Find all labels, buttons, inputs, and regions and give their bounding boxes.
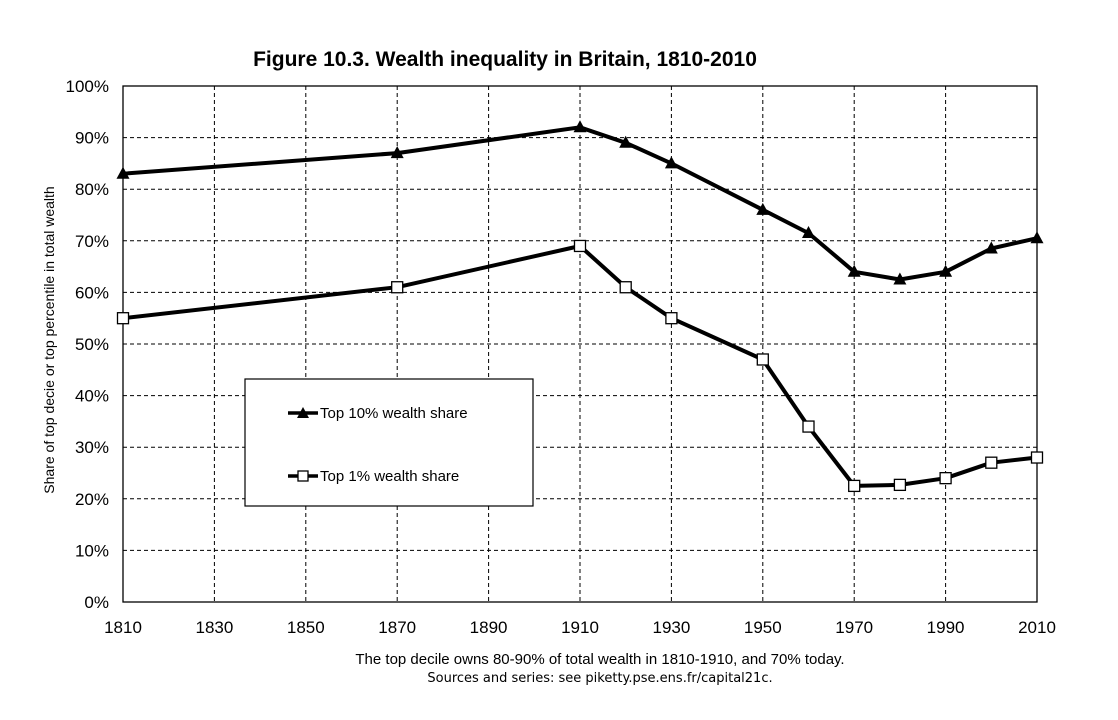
y-tick-label: 90%	[75, 129, 109, 148]
data-point-top10	[984, 241, 998, 254]
data-point-top1	[893, 478, 907, 492]
x-tick-label: 2010	[1018, 618, 1056, 637]
x-tick-label: 1810	[104, 618, 142, 637]
y-tick-label: 10%	[75, 541, 109, 560]
data-point-top1	[756, 353, 769, 366]
data-point-top10	[116, 166, 130, 179]
data-point-top10	[664, 156, 678, 169]
data-point-top1	[573, 239, 587, 253]
data-point-top1	[939, 472, 952, 485]
y-tick-label: 40%	[75, 387, 109, 406]
legend-label-top10: Top 10% wealth share	[320, 405, 468, 422]
data-point-top1	[848, 479, 861, 493]
y-tick-label: 20%	[75, 490, 109, 509]
y-tick-label: 100%	[66, 77, 109, 96]
data-point-top10	[756, 202, 770, 215]
legend-marker-square	[297, 470, 309, 482]
x-axis-tick-labels: 1810 1830 1850 1870 1890 1910 1930 1950 1970 1990…	[104, 618, 1056, 637]
y-tick-label: 60%	[75, 283, 109, 302]
series-line-top1	[122, 244, 1038, 488]
data-point-top10	[893, 272, 907, 285]
chart-title: Figure 10.3. Wealth inequality in Britai…	[253, 48, 757, 71]
legend-box	[244, 378, 534, 507]
y-tick-label: 0%	[84, 593, 109, 612]
data-point-top10	[1030, 231, 1044, 244]
data-point-top10	[619, 135, 633, 148]
x-tick-label: 1910	[561, 618, 599, 637]
y-tick-label: 70%	[75, 232, 109, 251]
x-tick-label: 1830	[195, 618, 233, 637]
legend-marker-triangle	[297, 407, 309, 418]
data-point-top10	[802, 226, 815, 239]
x-tick-label: 1970	[835, 618, 873, 637]
series-line-top10	[122, 125, 1038, 282]
x-axis-note: The top decile owns 80-90% of total weal…	[355, 651, 844, 668]
x-tick-label: 1950	[744, 618, 782, 637]
y-tick-label: 30%	[75, 438, 109, 457]
y-axis-label: Share of top decie or top percentile in …	[41, 186, 57, 493]
data-point-top10	[573, 120, 587, 133]
data-point-top10	[939, 264, 953, 277]
series-layer	[116, 120, 1044, 493]
data-point-top1	[116, 312, 130, 325]
y-tick-label: 50%	[75, 335, 109, 354]
data-point-top1	[391, 281, 404, 294]
x-tick-label: 1870	[378, 618, 416, 637]
data-point-top1	[1030, 451, 1044, 464]
legend: Top 10% wealth share Top 1% wealth share	[244, 378, 534, 507]
data-point-top1	[619, 281, 632, 294]
y-axis-tick-labels: 0% 10% 20% 30% 40% 50% 60% 70% 80% 90% 100%	[66, 77, 109, 612]
x-tick-label: 1930	[652, 618, 690, 637]
x-tick-label: 1990	[927, 618, 965, 637]
x-tick-label: 1850	[287, 618, 325, 637]
source-note: Sources and series: see piketty.pse.ens.…	[427, 671, 772, 686]
legend-label-top1: Top 1% wealth share	[320, 468, 459, 485]
x-tick-label: 1890	[470, 618, 508, 637]
data-point-top10	[390, 146, 404, 159]
data-point-top1	[985, 456, 998, 469]
data-point-top1	[665, 312, 678, 325]
data-point-top1	[802, 420, 815, 433]
plot-area-border	[122, 85, 1038, 603]
y-tick-label: 80%	[75, 180, 109, 199]
data-point-top10	[847, 264, 861, 277]
